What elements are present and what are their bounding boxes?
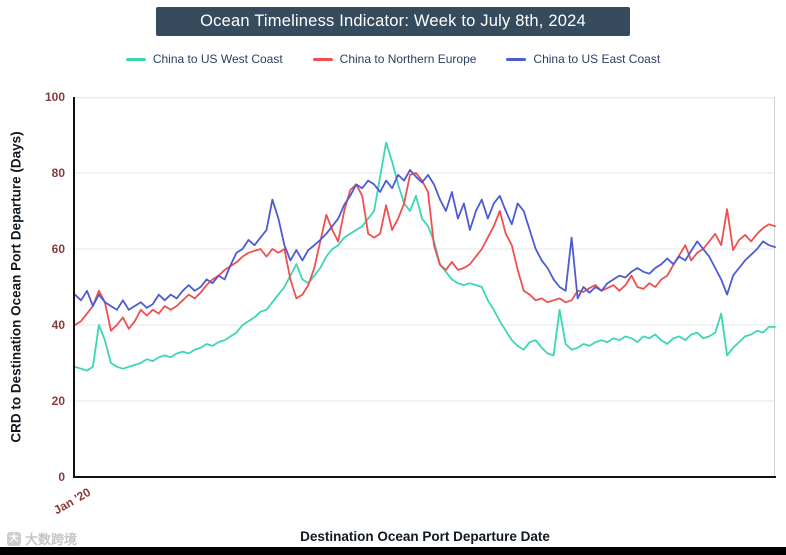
legend-label: China to US West Coast [152,52,283,66]
bottom-bar [0,547,786,555]
series-line-china-to-us-east-coast [74,169,776,311]
x-tick-label: Jan '20 [51,485,93,518]
y-tick-label: 0 [58,470,65,484]
y-axis-line [73,97,75,478]
chart-title: Ocean Timeliness Indicator: Week to July… [156,7,630,36]
chart-canvas[interactable] [74,97,776,477]
y-axis-ticks: 0 20 40 60 80 100 [0,90,70,484]
legend-label: China to US East Coast [533,52,661,66]
plot-area[interactable] [74,97,776,477]
y-tick-label: 80 [51,166,65,180]
legend-label: China to Northern Europe [339,52,477,66]
title-bar: Ocean Timeliness Indicator: Week to July… [0,7,786,36]
watermark-logo-icon: 大 [7,531,21,546]
watermark-text: 大数跨境 [25,532,78,547]
series-line-china-to-northern-europe [74,172,776,332]
legend-swatch-icon [506,57,527,61]
legend-item-china-to-us-east-coast[interactable]: China to US East Coast [506,52,660,66]
series-line-china-to-us-west-coast [74,141,776,372]
y-tick-label: 20 [51,394,65,408]
x-axis-title: Destination Ocean Port Departure Date [300,529,550,544]
x-axis-line [73,476,776,478]
watermark: 大 大数跨境 [7,529,77,548]
y-tick-label: 40 [51,318,65,332]
legend-item-china-to-us-west-coast[interactable]: China to US West Coast [125,52,283,66]
legend-swatch-icon [312,57,333,61]
legend-swatch-icon [125,57,146,61]
legend: China to US West Coast China to Northern … [0,52,786,66]
legend-item-china-to-northern-europe[interactable]: China to Northern Europe [312,52,477,66]
y-tick-label: 60 [51,242,65,256]
y-tick-label: 100 [44,90,65,104]
